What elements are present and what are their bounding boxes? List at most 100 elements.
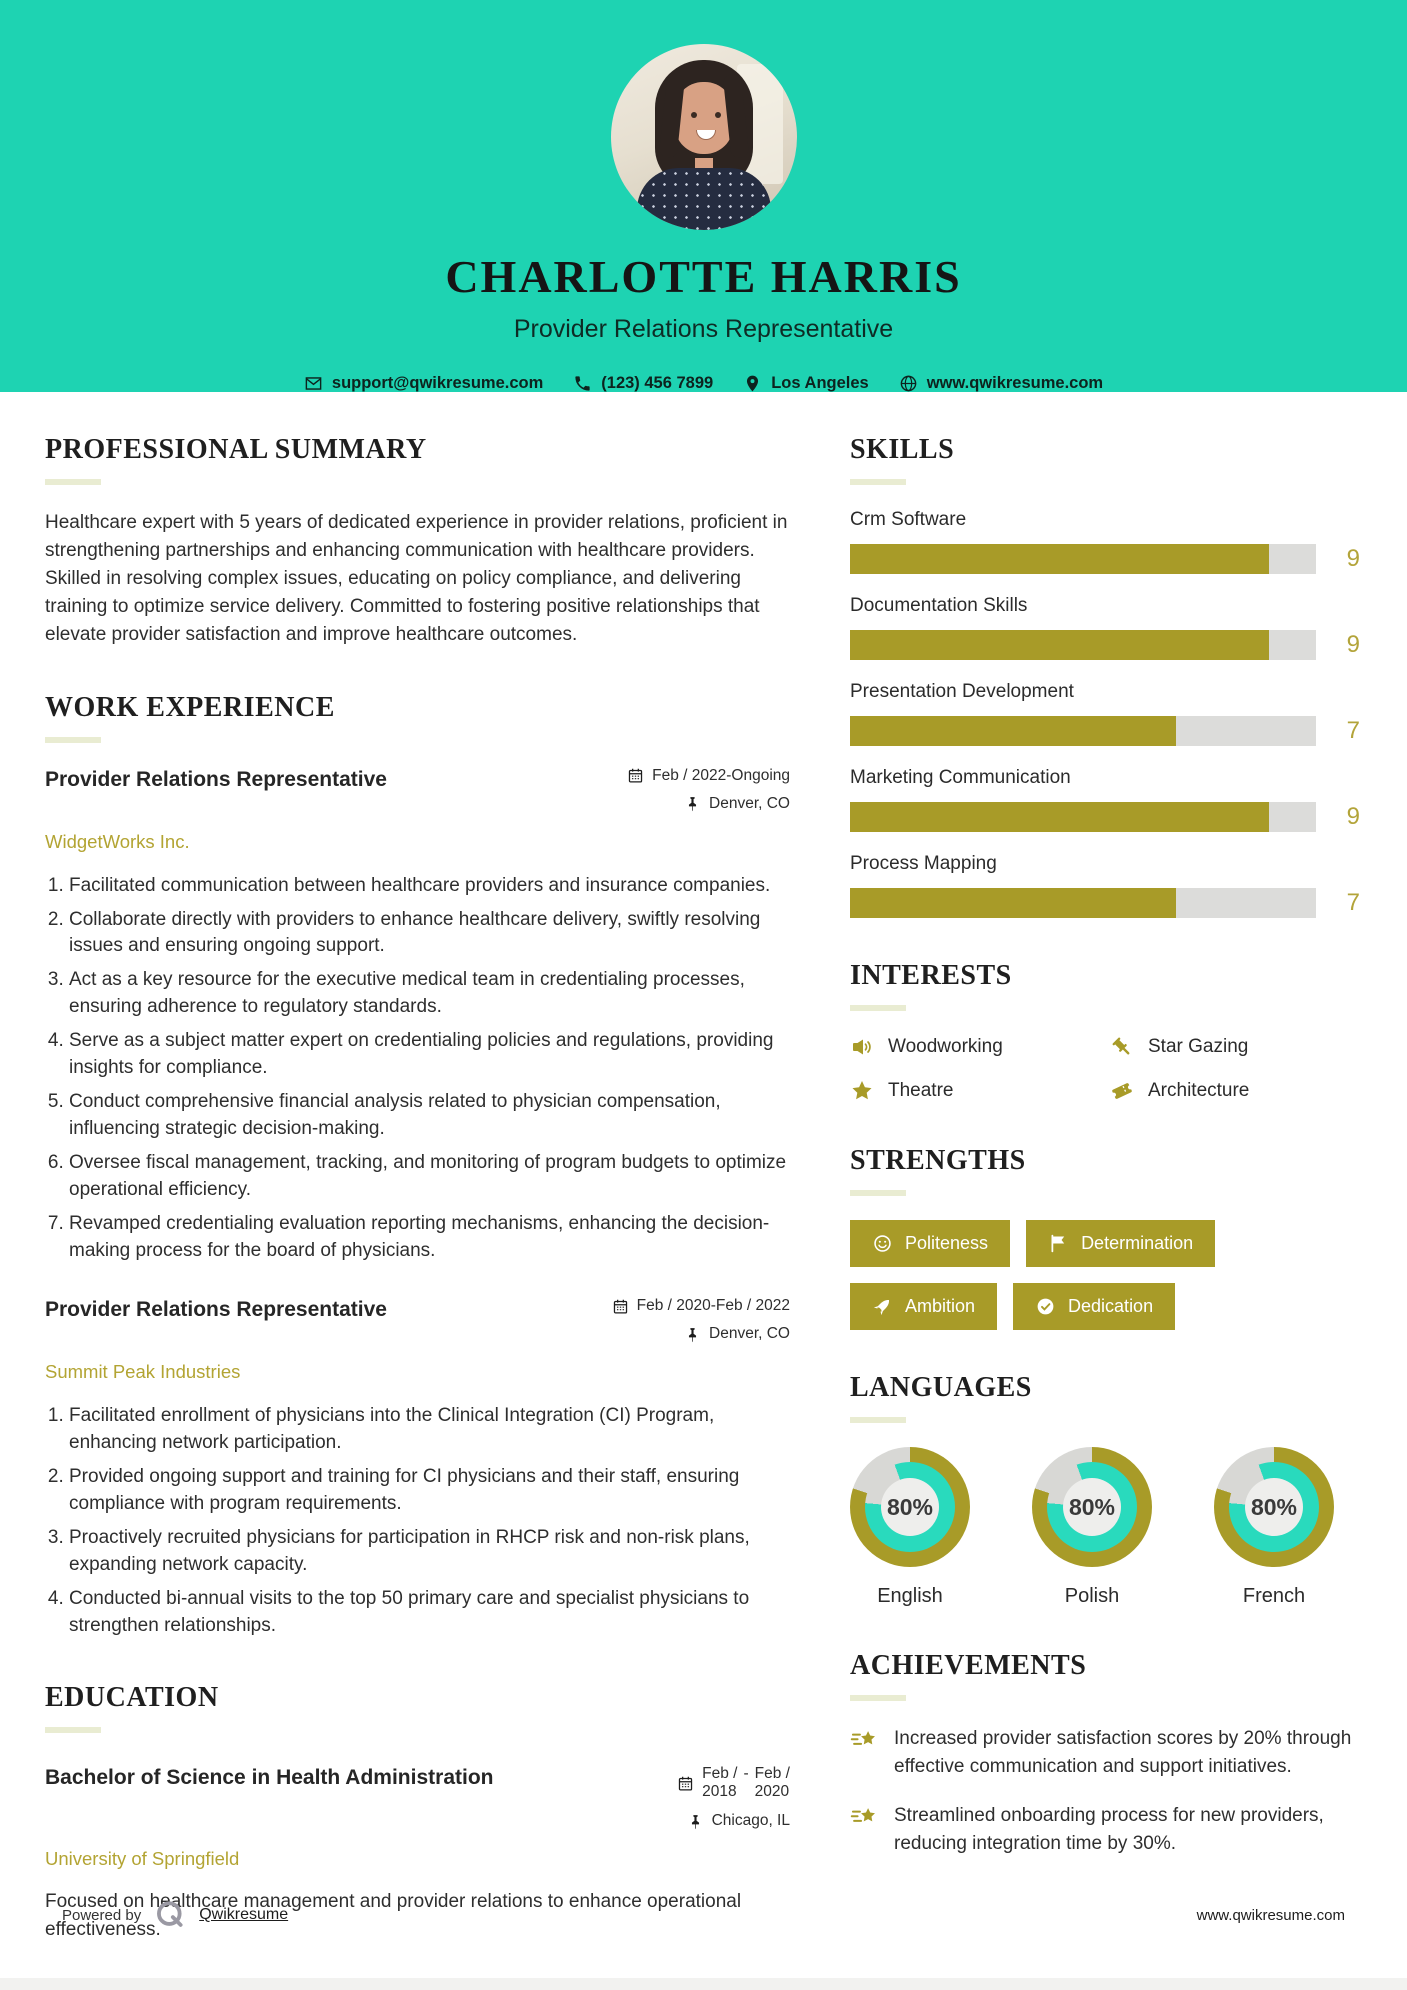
languages-list: 80% English 80% Polish: [850, 1447, 1360, 1608]
contact-item[interactable]: support@qwikresume.com: [304, 374, 543, 393]
language-label: Polish: [1064, 1585, 1120, 1607]
language-label: English: [877, 1585, 943, 1607]
skill-name: Marketing Communication: [850, 767, 1071, 788]
job-bullet: Provided ongoing support and training fo…: [69, 1464, 790, 1518]
skill-bar-fill: [850, 544, 1270, 574]
photo-torso: [636, 168, 771, 230]
section-heading-experience: WORK EXPERIENCE: [45, 691, 335, 723]
strength-label: Dedication: [1068, 1296, 1154, 1316]
skill-bar-track: [850, 716, 1316, 746]
calendar-icon: [627, 767, 644, 784]
contact-item[interactable]: (123) 456 7899: [573, 374, 713, 393]
section-heading-achievements: ACHIEVEMENTS: [850, 1650, 1087, 1681]
date-separator: -: [743, 1764, 749, 1782]
strength-badge: Politeness: [850, 1220, 1011, 1267]
job-location: Denver, CO: [709, 1325, 790, 1343]
pushpin-icon: [684, 1326, 701, 1343]
summary-text: Healthcare expert with 5 years of dedica…: [45, 512, 788, 646]
strengths-list: Politeness Determination Ambition: [850, 1220, 1360, 1330]
language-item: 80% French: [1214, 1447, 1334, 1608]
pushpin-icon: [687, 1813, 704, 1830]
shooting-star-icon: [850, 1804, 878, 1832]
skill-value: 7: [1346, 889, 1360, 916]
job-bullet: Act as a key resource for the executive …: [69, 967, 790, 1021]
job-bullet: Oversee fiscal management, tracking, and…: [69, 1150, 790, 1204]
language-percent: 80%: [881, 1478, 939, 1536]
job-bullets: Facilitated enrollment of physicians int…: [45, 1403, 790, 1640]
contact-text: www.qwikresume.com: [926, 374, 1104, 392]
gavel-icon: [1110, 1035, 1134, 1059]
megaphone-icon: [850, 1035, 874, 1059]
skill-bar-track: [850, 888, 1316, 918]
candidate-name: CHARLOTTE HARRIS: [445, 251, 962, 302]
interest-item: Architecture: [1110, 1079, 1360, 1103]
skill-bar-track: [850, 802, 1316, 832]
photo-eye: [714, 112, 721, 118]
language-donut-chart: 80%: [850, 1447, 970, 1567]
skill-bar-track: [850, 544, 1316, 574]
section-heading-languages: LANGUAGES: [850, 1372, 1032, 1403]
smiley-icon: [872, 1233, 893, 1254]
pushpin-icon: [684, 795, 701, 812]
degree-title: Bachelor of Science in Health Administra…: [45, 1765, 494, 1789]
section-heading-interests: INTERESTS: [850, 960, 1012, 991]
heading-underline: [850, 1005, 906, 1011]
section-heading-strengths: STRENGTHS: [850, 1145, 1026, 1176]
job-bullet: Revamped credentialing evaluation report…: [69, 1211, 790, 1265]
language-percent: 80%: [1245, 1478, 1303, 1536]
jobs-list: Provider Relations Representative Feb / …: [45, 767, 790, 1640]
skill-item: Marketing Communication 9: [850, 767, 1360, 832]
check-icon: [1035, 1296, 1056, 1317]
strength-label: Politeness: [905, 1233, 989, 1253]
job-meta: Feb / 2020-Feb / 2022 Denver, CO: [590, 1297, 790, 1353]
interests-list: Woodworking Star Gazing Theatre: [850, 1035, 1360, 1103]
contact-item[interactable]: Los Angeles: [743, 374, 869, 393]
job-bullet: Collaborate directly with providers to e…: [69, 907, 790, 961]
section-heading-summary: PROFESSIONAL SUMMARY: [45, 434, 427, 465]
footer-website-link[interactable]: www.qwikresume.com: [1196, 1906, 1345, 1924]
strength-badge: Determination: [1026, 1220, 1216, 1267]
ticket-icon: [1110, 1079, 1134, 1103]
achievements-list: Increased provider satisfaction scores b…: [850, 1725, 1360, 1857]
candidate-title: Provider Relations Representative: [513, 315, 894, 343]
language-item: 80% English: [850, 1447, 970, 1608]
contact-item[interactable]: www.qwikresume.com: [899, 374, 1103, 393]
main-content: PROFESSIONAL SUMMARY Healthcare expert w…: [0, 392, 1407, 1944]
phone-icon: [573, 374, 592, 393]
contact-text: Los Angeles: [771, 374, 869, 392]
section-heading-skills: SKILLS: [850, 434, 955, 465]
language-label: French: [1242, 1585, 1306, 1607]
skill-value: 9: [1346, 803, 1360, 830]
skill-value: 9: [1346, 545, 1360, 572]
heading-underline: [850, 1417, 906, 1423]
job-period: Feb / 2022-Ongoing: [652, 766, 790, 784]
rocket-icon: [872, 1296, 893, 1317]
interest-item: Star Gazing: [1110, 1035, 1360, 1059]
education-description: Focused on healthcare management and pro…: [45, 1891, 742, 1941]
job-bullet: Conduct comprehensive financial analysis…: [69, 1089, 790, 1143]
achievement-item: Streamlined onboarding process for new p…: [850, 1802, 1360, 1857]
job-bullets: Facilitated communication between health…: [45, 873, 790, 1266]
skill-item: Documentation Skills 9: [850, 595, 1360, 660]
left-column: PROFESSIONAL SUMMARY Healthcare expert w…: [45, 392, 790, 1944]
qwikresume-logo-icon: [153, 1898, 187, 1932]
heading-underline: [850, 479, 906, 485]
photo-face: [674, 82, 733, 154]
skills-list: Crm Software 9 Documentation Skills: [850, 509, 1360, 918]
strength-label: Ambition: [905, 1296, 976, 1316]
calendar-icon: [677, 1775, 694, 1792]
qwikresume-brand-link[interactable]: Qwikresume: [199, 1906, 289, 1923]
skill-name: Process Mapping: [850, 853, 997, 874]
interest-label: Theatre: [888, 1080, 954, 1101]
language-percent: 80%: [1063, 1478, 1121, 1536]
page-footer: Powered by Qwikresume www.qwikresume.com: [62, 1898, 1345, 1932]
profile-photo: [610, 44, 797, 230]
job-title: Provider Relations Representative: [45, 1298, 387, 1322]
language-donut-chart: 80%: [1032, 1447, 1152, 1567]
powered-by-label: Powered by: [62, 1906, 142, 1924]
skill-bar-track: [850, 630, 1316, 660]
interest-label: Star Gazing: [1148, 1036, 1249, 1057]
heading-underline: [45, 479, 101, 485]
skill-item: Crm Software 9: [850, 509, 1360, 574]
calendar-icon: [612, 1298, 629, 1315]
